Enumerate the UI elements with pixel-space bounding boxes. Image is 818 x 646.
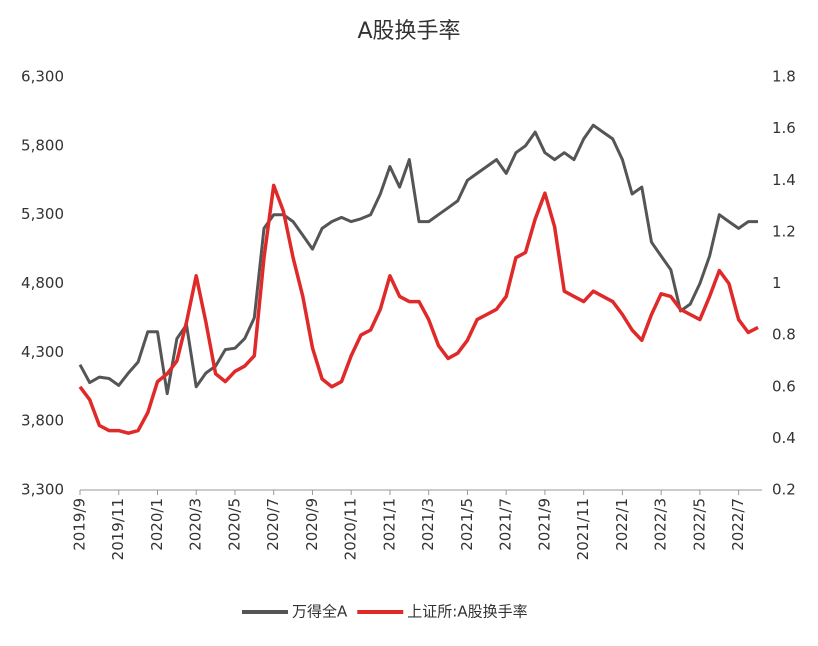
y-tick-label: 3,800 (21, 412, 64, 430)
y2-tick-label: 0.2 (772, 481, 796, 499)
x-tick-label: 2021/11 (574, 498, 592, 560)
x-tick-label: 2020/3 (187, 498, 205, 551)
y2-tick-label: 1.4 (772, 171, 796, 189)
y2-tick-label: 0.6 (772, 377, 796, 395)
x-tick-label: 2021/5 (458, 498, 476, 551)
x-tick-label: 2020/9 (303, 498, 321, 551)
x-tick-label: 2021/3 (419, 498, 437, 551)
x-tick-label: 2022/5 (690, 498, 708, 551)
x-tick-label: 2019/9 (71, 498, 89, 551)
y-tick-label: 5,300 (21, 205, 64, 223)
legend-label: 万得全A (292, 603, 348, 621)
y-tick-label: 5,800 (21, 136, 64, 154)
x-tick-label: 2020/7 (264, 498, 282, 551)
y-tick-label: 3,300 (21, 481, 64, 499)
x-tick-label: 2022/7 (729, 498, 747, 551)
legend-label: 上证所:A股换手率 (407, 603, 527, 621)
x-tick-label: 2021/9 (535, 498, 553, 551)
x-tick-label: 2020/11 (342, 498, 360, 560)
y2-tick-label: 1 (772, 274, 782, 292)
series-line (78, 123, 758, 396)
x-tick-label: 2022/1 (613, 498, 631, 551)
x-tick-label: 2019/11 (109, 498, 127, 560)
x-tick-label: 2021/7 (497, 498, 515, 551)
series-line (78, 183, 759, 435)
x-tick-label: 2020/5 (225, 498, 243, 551)
chart-title: A股换手率 (357, 19, 460, 44)
y-tick-label: 4,300 (21, 343, 64, 361)
y2-tick-label: 1.6 (772, 119, 796, 137)
y2-tick-label: 0.8 (772, 326, 796, 344)
y2-tick-label: 0.4 (772, 429, 796, 447)
x-tick-label: 2022/3 (652, 498, 670, 551)
y2-tick-label: 1.8 (772, 68, 796, 86)
y-tick-label: 4,800 (21, 274, 64, 292)
x-tick-label: 2021/1 (380, 498, 398, 551)
y-tick-label: 6,300 (21, 68, 64, 86)
y2-tick-label: 1.2 (772, 222, 796, 240)
x-tick-label: 2020/1 (148, 498, 166, 551)
